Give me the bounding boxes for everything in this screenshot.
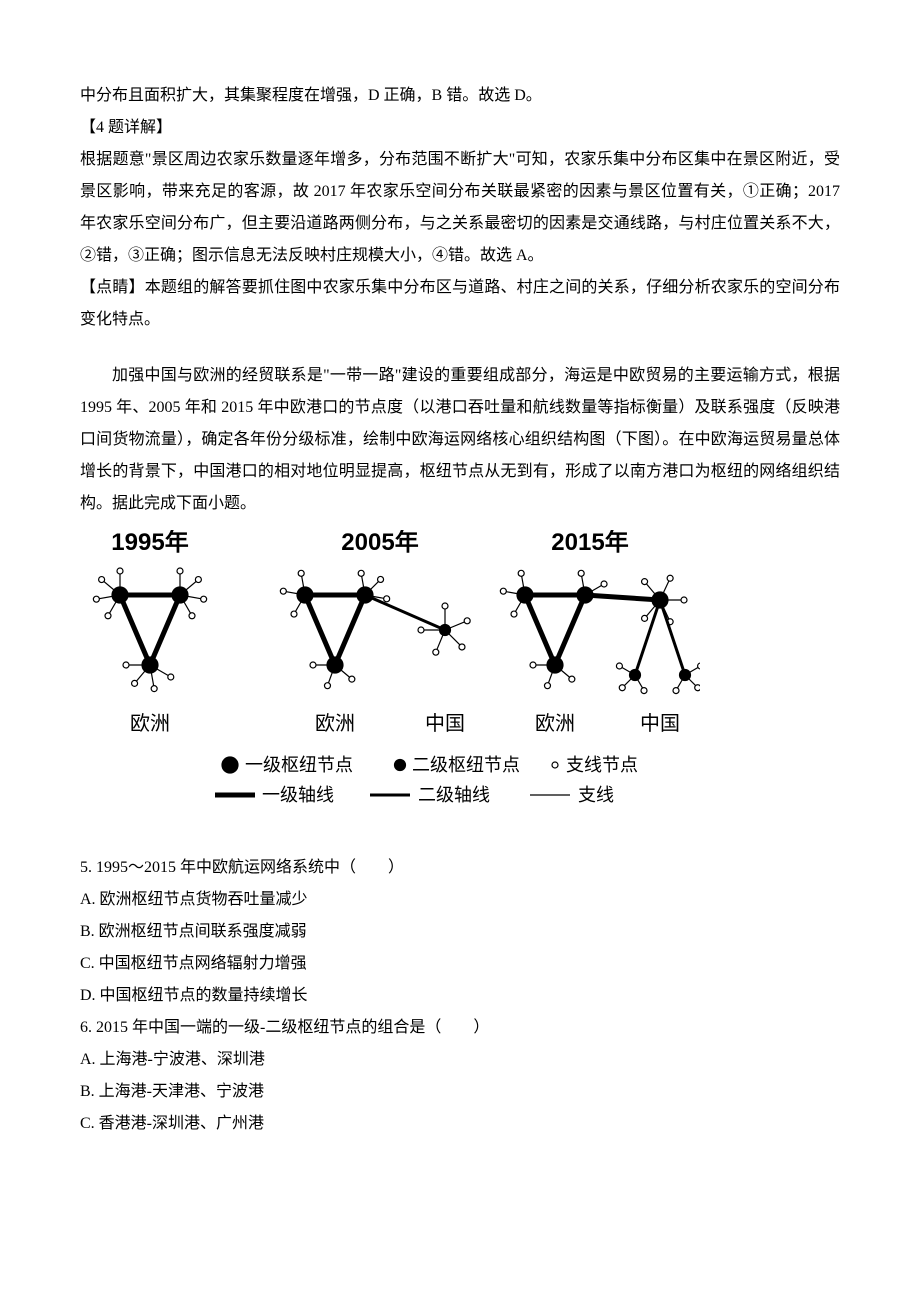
svg-text:二级枢纽节点: 二级枢纽节点 (412, 755, 520, 775)
svg-text:支线节点: 支线节点 (566, 755, 638, 775)
question-6: 6. 2015 年中国一端的一级-二级枢纽节点的组合是（ ） (80, 1012, 840, 1044)
option-5a: A. 欧洲枢纽节点货物吞吐量减少 (80, 884, 840, 916)
svg-text:欧洲: 欧洲 (315, 712, 355, 735)
question-5: 5. 1995～2015 年中欧航运网络系统中（ ） (80, 852, 840, 884)
spacer (80, 336, 840, 360)
network-diagram: 1995年 2005年 2015年欧洲 欧洲 中国 欧洲 中国一级枢纽节点 二级枢纽节点 支线节… (80, 530, 840, 832)
paragraph-text: 中分布且面积扩大，其集聚程度在增强，D 正确，B 错。故选 D。 (80, 80, 840, 112)
svg-text:欧洲: 欧洲 (130, 712, 170, 735)
svg-text:一级枢纽节点: 一级枢纽节点 (245, 755, 353, 775)
option-5c: C. 中国枢纽节点网络辐射力增强 (80, 948, 840, 980)
svg-text:二级轴线: 二级轴线 (418, 785, 490, 805)
option-6a: A. 上海港-宁波港、深圳港 (80, 1044, 840, 1076)
option-5d: D. 中国枢纽节点的数量持续增长 (80, 980, 840, 1012)
option-5b: B. 欧洲枢纽节点间联系强度减弱 (80, 916, 840, 948)
diagram-svg: 1995年 2005年 2015年欧洲 欧洲 中国 欧洲 中国一级枢纽节点 二级枢纽节点 支线节… (80, 530, 700, 820)
svg-text:2005年: 2005年 (341, 530, 418, 556)
svg-text:中国: 中国 (425, 712, 465, 735)
paragraph-text: 根据题意"景区周边农家乐数量逐年增多，分布范围不断扩大"可知，农家乐集中分布区集… (80, 144, 840, 272)
sub-heading: 【4 题详解】 (80, 112, 840, 144)
svg-text:欧洲: 欧洲 (535, 712, 575, 735)
passage-text: 加强中国与欧洲的经贸联系是"一带一路"建设的重要组成部分，海运是中欧贸易的主要运… (80, 360, 840, 520)
svg-text:一级轴线: 一级轴线 (262, 785, 334, 805)
option-6c: C. 香港港-深圳港、广州港 (80, 1108, 840, 1140)
svg-text:中国: 中国 (640, 712, 680, 735)
paragraph-text: 【点睛】本题组的解答要抓住图中农家乐集中分布区与道路、村庄之间的关系，仔细分析农… (80, 272, 840, 336)
svg-text:支线: 支线 (578, 785, 614, 805)
svg-text:2015年: 2015年 (551, 530, 628, 556)
svg-text:1995年: 1995年 (111, 530, 188, 556)
option-6b: B. 上海港-天津港、宁波港 (80, 1076, 840, 1108)
